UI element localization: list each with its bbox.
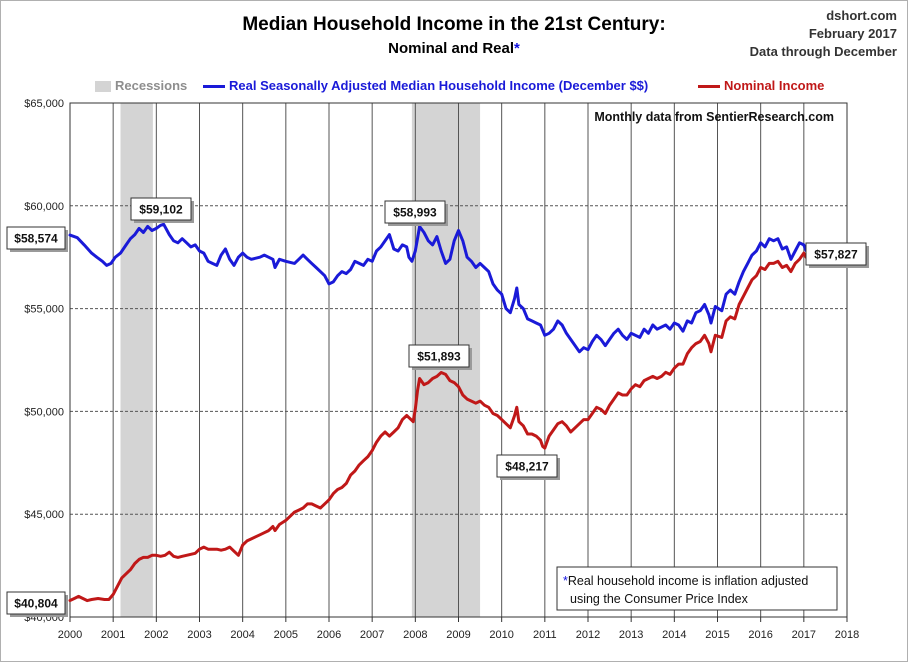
x-tick-label-14: 2014 — [662, 629, 686, 641]
footnote-line-1: *Real household income is inflation adju… — [563, 574, 808, 588]
y-tick-label-4: $60,000 — [24, 201, 64, 213]
x-tick-label-11: 2011 — [533, 629, 557, 641]
x-tick-label-12: 2012 — [576, 629, 600, 641]
legend-real-label: Real Seasonally Adjusted Median Househol… — [229, 78, 649, 93]
legend-nominal-swatch — [698, 85, 720, 89]
x-tick-label-13: 2013 — [619, 629, 643, 641]
annotation-label-5: $57,827 — [814, 248, 858, 262]
legend-recessions: Recessions — [95, 78, 187, 93]
annotation-box-6 — [6, 591, 66, 615]
x-tick-label-9: 2009 — [446, 629, 470, 641]
annotation-box-1 — [130, 197, 192, 221]
series-line-nominal — [68, 251, 808, 603]
annotation-label-6: $40,804 — [14, 597, 58, 611]
annotation-label-4: $48,217 — [505, 460, 549, 474]
footnote-line-2: using the Consumer Price Index — [570, 592, 749, 606]
x-tick-label-16: 2016 — [748, 629, 772, 641]
legend-recessions-swatch — [95, 81, 111, 93]
x-tick-label-8: 2008 — [403, 629, 427, 641]
annotation-label-2: $58,993 — [393, 206, 437, 220]
subtitle-text: Nominal and Real — [388, 40, 514, 57]
y-tick-label-3: $55,000 — [24, 304, 64, 316]
x-tick-label-17: 2017 — [792, 629, 816, 641]
x-tick-label-15: 2015 — [705, 629, 729, 641]
y-tick-label-2: $50,000 — [24, 406, 64, 418]
y-tick-label-5: $65,000 — [24, 98, 64, 110]
x-tick-label-1: 2001 — [101, 629, 125, 641]
x-tick-label-18: 2018 — [835, 629, 859, 641]
annotation-label-1: $59,102 — [139, 203, 183, 217]
x-tick-label-3: 2003 — [187, 629, 211, 641]
annotation-box-0 — [6, 226, 66, 250]
legend-recessions-label: Recessions — [115, 78, 188, 93]
chart-subtitle: Nominal and Real* — [0, 40, 908, 57]
annotation-label-0: $58,574 — [14, 232, 58, 246]
x-tick-label-10: 2010 — [489, 629, 513, 641]
recession-band-0 — [120, 103, 153, 617]
footnote-box — [556, 566, 838, 611]
source-note: Monthly data from SentierResearch.com — [594, 110, 834, 124]
source-date: February 2017 — [808, 26, 897, 41]
x-tick-label-0: 2000 — [58, 629, 82, 641]
x-tick-label-5: 2005 — [274, 629, 298, 641]
footnote-asterisk: * — [563, 574, 568, 588]
legend-real-swatch — [203, 85, 225, 89]
source-data-through: Data through December — [749, 44, 897, 59]
footnote-text-1: Real household income is inflation adjus… — [568, 574, 808, 588]
chart-title: Median Household Income in the 21st Cent… — [242, 14, 666, 35]
annotation-label-3: $51,893 — [417, 350, 461, 364]
x-tick-label-6: 2006 — [317, 629, 341, 641]
annotation-box-3 — [408, 344, 470, 368]
source-site: dshort.com — [826, 8, 897, 23]
annotation-box-5 — [805, 242, 867, 266]
y-tick-label-1: $45,000 — [24, 509, 64, 521]
x-tick-label-7: 2007 — [360, 629, 384, 641]
subtitle-asterisk: * — [514, 40, 520, 57]
series-line-real — [68, 222, 808, 354]
legend-real: Real Seasonally Adjusted Median Househol… — [203, 78, 648, 93]
annotation-box-2 — [384, 200, 446, 224]
x-tick-label-2: 2002 — [144, 629, 168, 641]
annotation-box-4 — [496, 454, 558, 478]
legend-nominal: Nominal Income — [698, 78, 824, 93]
x-tick-label-4: 2004 — [230, 629, 254, 641]
plot-area — [69, 102, 848, 618]
legend-nominal-label: Nominal Income — [724, 78, 825, 93]
